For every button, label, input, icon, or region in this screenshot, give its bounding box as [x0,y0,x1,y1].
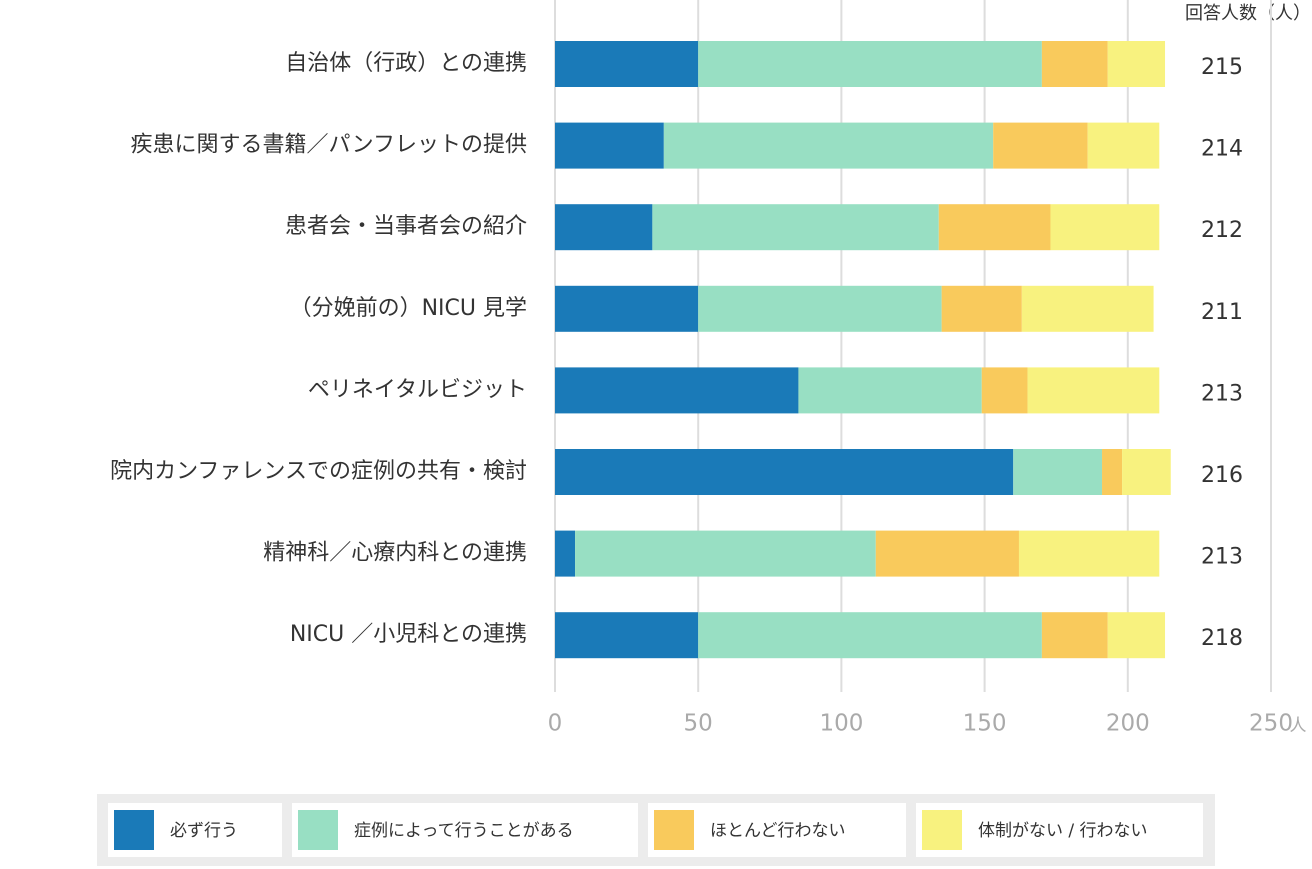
bar-segment [555,285,699,332]
bar-segment [1018,530,1160,577]
total-label: 214 [1201,137,1243,162]
x-tick-label: 150 [963,711,1007,737]
total-label: 215 [1201,55,1243,80]
x-tick-label: 0 [548,711,563,737]
bar-segment [1087,122,1160,169]
bar-segment [938,204,1051,251]
legend-swatch [654,810,694,850]
total-label: 211 [1201,300,1243,325]
bar-segment [1041,612,1108,659]
legend-label: 体制がない / 行わない [978,821,1148,841]
total-label: 212 [1201,218,1243,243]
x-unit: 人 [1290,716,1307,736]
bar-segment [652,204,939,251]
category-label: NICU ／小児科との連携 [290,622,527,647]
bar-segment [1122,449,1171,495]
bar-segment [981,367,1028,414]
legend-swatch [922,810,962,850]
category-label: （分娩前の）NICU 見学 [290,296,527,321]
bar-segment [555,122,664,169]
bar-segment [1027,367,1160,414]
legend-label: 必ず行う [170,821,238,841]
legend-swatch [298,810,338,850]
category-label: ペリネイタルビジット [308,377,527,402]
x-tick-label: 200 [1106,711,1150,737]
category-label: 精神科／心療内科との連携 [263,541,527,566]
bar-segment [1021,285,1154,332]
legend-swatch [114,810,154,850]
bar-segment [698,612,1042,659]
legend-item [292,803,638,857]
total-label: 216 [1201,463,1243,488]
bar-segment [555,367,799,414]
x-tick-label: 50 [684,711,713,737]
legend-label: 症例によって行うことがある [354,821,574,841]
bar-segment [555,530,576,577]
x-tick-label: 250 [1249,711,1293,737]
bar-segment [575,530,876,577]
total-label: 218 [1201,626,1243,651]
bar-segment [798,367,982,414]
bar-segment [555,449,1014,495]
bar-segment [698,41,1042,87]
category-label: 自治体（行政）との連携 [285,51,527,76]
bar-segment [555,612,699,659]
legend-item [916,803,1203,857]
bar-segment [1107,612,1166,659]
legend-label: ほとんど行わない [710,821,846,841]
bar-segment [1050,204,1160,251]
bar-segment [1041,41,1108,87]
total-label: 213 [1201,381,1243,406]
bar-segment [993,122,1088,169]
category-label: 疾患に関する書籍／パンフレットの提供 [131,133,527,158]
bar-segment [1102,449,1123,495]
bar-segment [941,285,1022,332]
x-tick-label: 100 [819,711,863,737]
bar-segment [1013,449,1103,495]
bar-segment [875,530,1019,577]
totals-header: 回答人数（人） [1185,3,1311,24]
category-label: 院内カンファレンスでの症例の共有・検討 [110,459,527,484]
bar-segment [663,122,994,169]
total-label: 213 [1201,545,1243,570]
bar-segment [555,204,653,251]
bar-segment [555,41,699,87]
bar-segment [1107,41,1166,87]
bar-segment [698,285,942,332]
category-label: 患者会・当事者会の紹介 [285,214,527,239]
